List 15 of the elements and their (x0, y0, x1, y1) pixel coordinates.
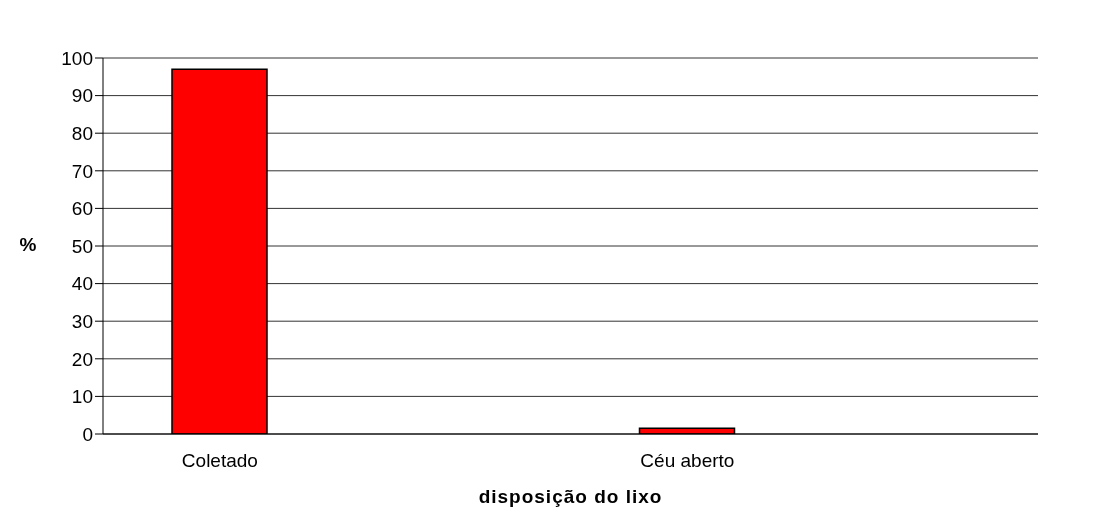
y-axis-title: % (19, 234, 37, 256)
y-tick-label: 10 (71, 386, 93, 408)
x-axis-title: disposição do lixo (478, 486, 663, 507)
y-tick-label: 80 (71, 122, 93, 144)
y-tick-label: 70 (71, 160, 93, 182)
y-tick-label: 20 (71, 348, 93, 370)
x-tick-label: Coletado (181, 450, 258, 472)
y-tick-label: 40 (71, 273, 93, 295)
y-tick-label: 50 (71, 235, 93, 257)
y-tick-label: 60 (71, 198, 93, 220)
y-tick-label: 100 (61, 47, 93, 69)
y-tick-label: 30 (71, 310, 93, 332)
y-tick-label: 90 (71, 85, 93, 107)
x-tick-label: Céu aberto (640, 450, 735, 472)
y-tick-label: 0 (82, 423, 93, 445)
